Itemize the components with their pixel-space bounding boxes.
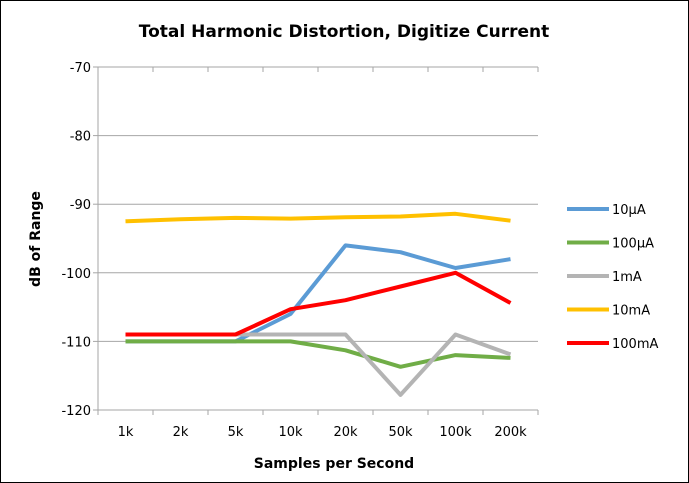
x-tick-labels: 1k 2k 5k 10k 20k 50k 100k 200k (118, 425, 528, 440)
y-tick-labels: -70 -80 -90 -100 -110 -120 (61, 61, 91, 419)
series-lines (125, 211, 512, 397)
legend-label: 100µA (612, 237, 654, 252)
legend-label: 100mA (612, 337, 658, 352)
series-line-2 (125, 332, 512, 397)
x-tick-label: 100k (439, 425, 472, 440)
x-tick-label: 1k (118, 425, 134, 440)
x-tick-label: 5k (228, 425, 244, 440)
y-tick-label: -70 (70, 61, 91, 76)
y-tick-label: -120 (61, 404, 91, 419)
y-axis-title: dB of Range (28, 191, 44, 287)
series-line-4 (125, 270, 512, 337)
chart-title: Total Harmonic Distortion, Digitize Curr… (139, 22, 549, 42)
x-tick-label: 200k (494, 425, 527, 440)
x-tick-label: 10k (278, 425, 303, 440)
y-tick-label: -80 (70, 130, 91, 145)
legend: 10µA 100µA 1mA 10mA 100mA (567, 203, 658, 352)
gridlines (98, 66, 538, 342)
x-tick-label: 20k (333, 425, 358, 440)
y-tick-label: -110 (61, 335, 91, 350)
y-tick-label: -100 (61, 267, 91, 282)
x-tick-label: 50k (388, 425, 413, 440)
axes (93, 66, 539, 415)
y-tick-label: -90 (70, 198, 91, 213)
series-line-3 (125, 211, 511, 224)
x-axis-title: Samples per Second (254, 456, 414, 472)
series-line-0 (125, 243, 511, 344)
series-line-1 (125, 339, 511, 369)
legend-label: 10µA (612, 203, 646, 218)
legend-label: 1mA (612, 270, 642, 285)
x-tick-label: 2k (173, 425, 189, 440)
legend-label: 10mA (612, 304, 650, 319)
